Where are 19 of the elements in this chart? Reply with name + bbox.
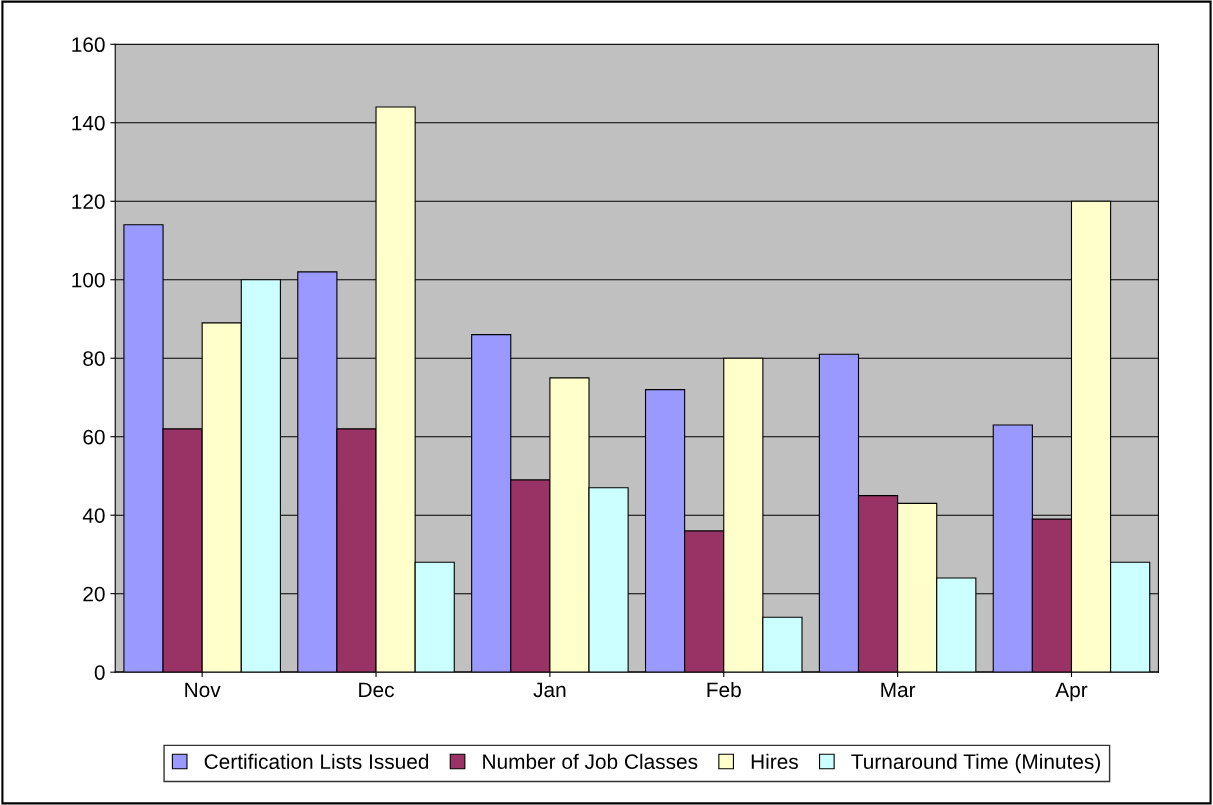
y-tick-label: 100	[72, 272, 105, 288]
x-tick-label: Nov	[185, 682, 221, 698]
y-tick-label: 120	[72, 194, 105, 209]
x-tick-label: Jan	[533, 682, 566, 698]
y-tick-label: 160	[72, 37, 105, 53]
y-tick-label: 40	[82, 508, 105, 523]
y-tick-label: 140	[72, 115, 105, 131]
x-tick-label: Feb	[707, 681, 741, 698]
legend-label: Number of Job Classes	[483, 753, 698, 770]
legend-label: Turnaround Time (Minutes)	[851, 753, 1100, 774]
x-tick-label: Apr	[1055, 682, 1088, 702]
legend-label: Hires	[751, 753, 798, 770]
x-tick-label: Mar	[881, 682, 916, 698]
y-tick-label: 80	[83, 351, 105, 366]
y-tick-label: 60	[83, 429, 105, 445]
y-tick-label: 0	[94, 665, 105, 680]
legend-label: Certification Lists Issued	[204, 753, 429, 770]
x-tick-label: Dec	[359, 682, 394, 698]
y-tick-label: 20	[83, 586, 105, 602]
